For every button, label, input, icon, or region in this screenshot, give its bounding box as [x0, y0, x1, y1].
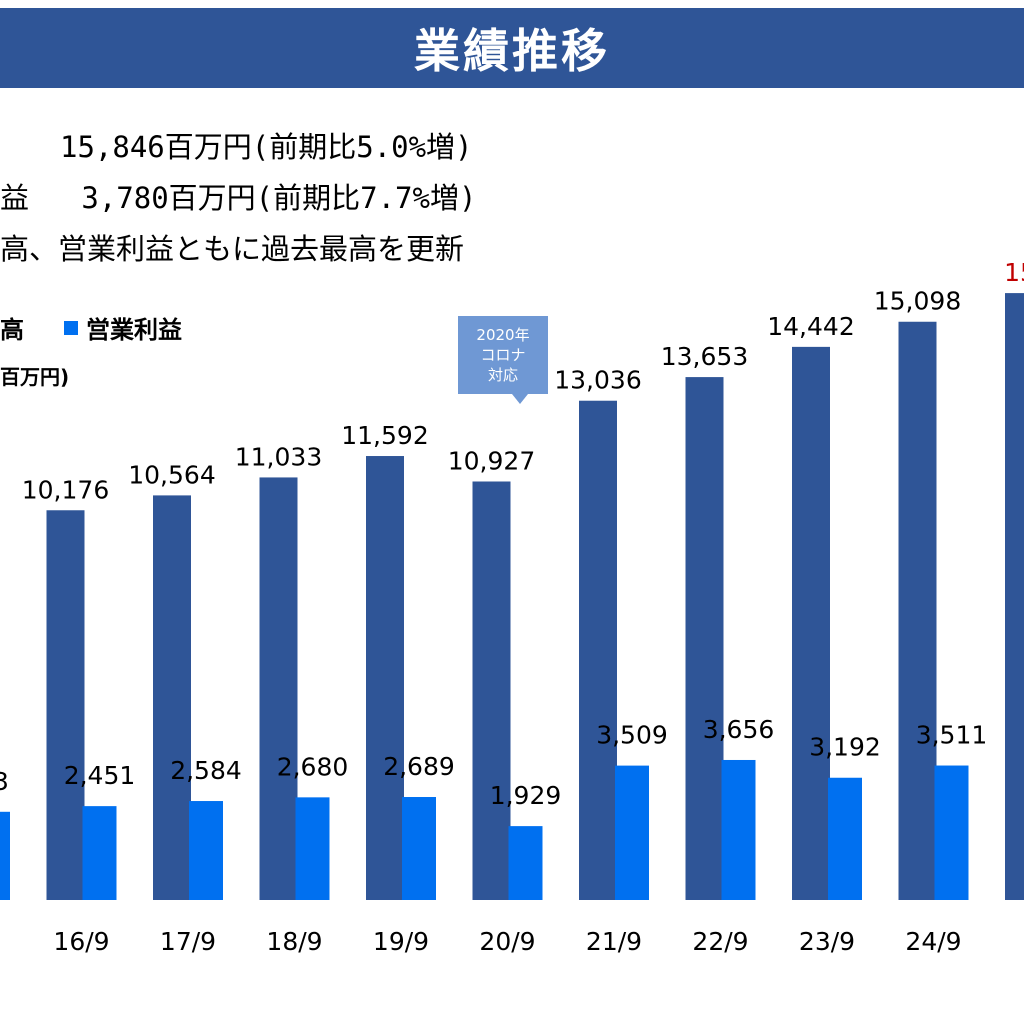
sales-bar [366, 456, 404, 900]
sales-value-label: 11,033 [235, 442, 322, 471]
sales-value-label: 10,927 [448, 446, 535, 475]
unit-label: 百万円) [0, 365, 70, 389]
x-tick-label: 20/9 [479, 927, 535, 956]
callout-line-1: 2020年 [476, 326, 530, 344]
sales-value-label: 10,176 [22, 475, 109, 504]
profit-value-label: 2,451 [64, 761, 136, 790]
sales-summary: 15,846百万円(前期比5.0%増) [60, 130, 473, 164]
x-tick-label: 18/9 [266, 927, 322, 956]
profit-bar [295, 797, 330, 900]
sales-bar [792, 346, 830, 900]
sales-bar [685, 377, 724, 900]
x-tick-label: 17/9 [160, 927, 216, 956]
sales-bar [898, 321, 937, 901]
profit-value-label: 3,656 [703, 715, 775, 744]
sales-value-label: 15, [1004, 258, 1024, 287]
profit-value-label: 3,511 [916, 721, 988, 750]
legend-profit-label: 営業利益 [86, 316, 182, 344]
callout-pointer [512, 394, 528, 404]
x-tick-label: 24/9 [905, 927, 961, 956]
sales-bar [153, 495, 191, 900]
profit-value-label: 3,509 [596, 721, 668, 750]
profit-value-label: 2,680 [277, 752, 349, 781]
x-tick-label: 16/9 [53, 927, 109, 956]
profit-bar [828, 777, 862, 900]
sales-value-label: 10,564 [128, 460, 215, 489]
profit-summary: 益 3,780百万円(前期比7.7%増) [0, 181, 477, 215]
x-tick-label: 22/9 [692, 927, 748, 956]
covid-callout: 2020年 コロナ 対応 [458, 316, 548, 394]
profit-bar [934, 765, 969, 900]
callout-line-3: 対応 [487, 366, 518, 384]
sales-value-label: 15,098 [874, 287, 961, 316]
profit-bar [721, 759, 756, 900]
legend-profit-swatch [64, 320, 78, 335]
sales-value-label: 11,592 [341, 421, 428, 450]
x-tick-label: 21/9 [586, 927, 642, 956]
profit-bar [508, 826, 543, 900]
profit-value-label: 2,689 [383, 752, 455, 781]
chart-legend: 高 営業利益 [0, 310, 182, 345]
record-summary: 高、営業利益ともに過去最高を更新 [0, 232, 465, 266]
profit-bar [615, 765, 649, 900]
profit-bar [0, 811, 10, 900]
sales-bar [472, 481, 511, 900]
legend-sales-label: 高 [0, 316, 24, 344]
sales-value-label: 13,036 [554, 366, 641, 395]
profit-value-label: 03 [0, 767, 9, 796]
profit-bar [82, 806, 117, 900]
sales-bar [579, 400, 617, 900]
callout-line-2: コロナ [480, 346, 526, 364]
profit-value-label: 2,584 [170, 756, 242, 785]
page-title: 業績推移 [0, 8, 1024, 88]
profit-bar [189, 801, 223, 900]
sales-bar [1005, 293, 1024, 900]
sales-value-label: 13,653 [661, 342, 748, 371]
sales-value-label: 14,442 [767, 312, 854, 341]
sales-bar [46, 510, 85, 900]
profit-bar [402, 797, 436, 900]
sales-bar [259, 477, 298, 900]
profit-value-label: 1,929 [490, 781, 562, 810]
x-tick-label: 23/9 [799, 927, 855, 956]
x-tick-label: 19/9 [373, 927, 429, 956]
profit-value-label: 3,192 [809, 733, 881, 762]
